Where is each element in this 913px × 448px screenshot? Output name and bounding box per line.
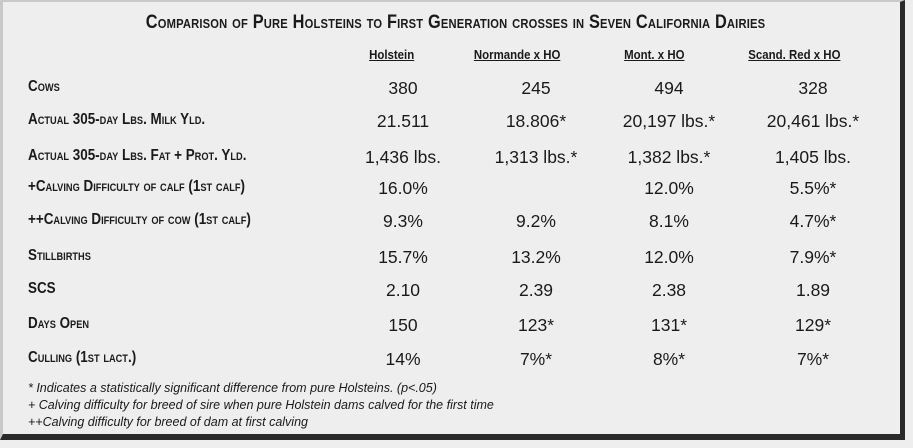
table-row: Actual 305-day Lbs. Fat + Prot. Yld. 1,4… bbox=[3, 147, 908, 175]
row-label: +Calving Difficulty of calf (1st calf) bbox=[28, 178, 246, 195]
cell-normande: 9.2% bbox=[516, 211, 556, 231]
row-label: Actual 305-day Lbs. Fat + Prot. Yld. bbox=[28, 147, 247, 164]
footnote-cow-difficulty: ++Calving difficulty for breed of dam at… bbox=[28, 415, 308, 429]
table-row: ++Calving Difficulty of cow (1st calf) 9… bbox=[3, 211, 908, 239]
cell-mont: 20,197 lbs.* bbox=[622, 111, 716, 131]
cell-holstein: 21.511 bbox=[376, 111, 430, 131]
cell-scand-red: 328 bbox=[798, 78, 828, 98]
cell-holstein: 15.7% bbox=[378, 247, 428, 267]
cell-holstein: 16.0% bbox=[378, 178, 428, 198]
cell-mont: 12.0% bbox=[644, 247, 694, 267]
table-row: Cows 380 245 494 328 bbox=[3, 78, 908, 106]
cell-holstein: 380 bbox=[388, 78, 418, 98]
cell-normande: 123* bbox=[517, 315, 555, 335]
column-header-scand-red: Scand. Red x HO bbox=[748, 47, 841, 62]
comparison-table-panel: Comparison of Pure Holsteins to First Ge… bbox=[0, 0, 905, 440]
row-label: Days Open bbox=[28, 315, 90, 332]
cell-normande: 245 bbox=[521, 78, 551, 98]
column-header-holstein: Holstein bbox=[369, 47, 415, 62]
cell-scand-red: 5.5%* bbox=[789, 178, 837, 198]
table-row: SCS 2.10 2.39 2.38 1.89 bbox=[3, 280, 908, 308]
cell-mont: 494 bbox=[654, 78, 684, 98]
cell-mont: 12.0% bbox=[644, 178, 694, 198]
cell-mont: 131* bbox=[650, 315, 688, 335]
cell-scand-red: 7.9%* bbox=[789, 247, 837, 267]
cell-scand-red: 1.89 bbox=[795, 280, 831, 300]
cell-scand-red: 129* bbox=[794, 315, 832, 335]
cell-scand-red: 20,461 lbs.* bbox=[766, 111, 860, 131]
cell-normande: 7%* bbox=[519, 349, 553, 369]
row-label: Cows bbox=[28, 78, 60, 95]
cell-holstein: 1,436 lbs. bbox=[365, 147, 441, 167]
table-row: Actual 305-day Lbs. Milk Yld. 21.511 18.… bbox=[3, 111, 908, 139]
footnote-significance: * Indicates a statistically significant … bbox=[28, 381, 437, 395]
table-row: +Calving Difficulty of calf (1st calf) 1… bbox=[3, 178, 908, 206]
cell-mont: 8.1% bbox=[649, 211, 689, 231]
cell-mont: 8%* bbox=[652, 349, 686, 369]
cell-holstein: 9.3% bbox=[383, 211, 423, 231]
table-title: Comparison of Pure Holsteins to First Ge… bbox=[145, 12, 766, 33]
row-label: Culling (1st lact.) bbox=[28, 349, 137, 366]
cell-normande: 13.2% bbox=[511, 247, 561, 267]
table-row: Culling (1st lact.) 14% 7%* 8%* 7%* bbox=[3, 349, 908, 377]
table-row: Days Open 150 123* 131* 129* bbox=[3, 315, 908, 343]
cell-holstein: 2.10 bbox=[385, 280, 421, 300]
table-row: Stillbirths 15.7% 13.2% 12.0% 7.9%* bbox=[3, 247, 908, 275]
cell-holstein: 14% bbox=[385, 349, 421, 369]
row-label: Actual 305-day Lbs. Milk Yld. bbox=[28, 111, 206, 128]
row-label: ++Calving Difficulty of cow (1st calf) bbox=[28, 211, 251, 228]
cell-scand-red: 7%* bbox=[796, 349, 830, 369]
column-header-mont: Mont. x HO bbox=[624, 47, 685, 62]
cell-normande: 2.39 bbox=[518, 280, 554, 300]
cell-normande: 1,313 lbs.* bbox=[494, 147, 578, 167]
footnote-calf-difficulty: + Calving difficulty for breed of sire w… bbox=[28, 398, 494, 412]
cell-normande: 18.806* bbox=[505, 111, 567, 131]
cell-mont: 2.38 bbox=[651, 280, 687, 300]
column-header-normande: Normande x HO bbox=[473, 47, 561, 62]
cell-scand-red: 1,405 lbs. bbox=[775, 147, 851, 167]
row-label: SCS bbox=[28, 280, 56, 297]
row-label: Stillbirths bbox=[28, 247, 91, 264]
cell-scand-red: 4.7%* bbox=[789, 211, 837, 231]
cell-mont: 1,382 lbs.* bbox=[627, 147, 711, 167]
cell-holstein: 150 bbox=[388, 315, 418, 335]
